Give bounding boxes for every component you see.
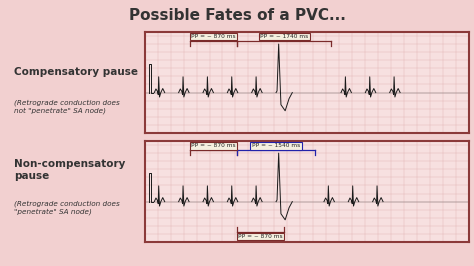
Text: (Retrograde conduction does
not "penetrate" SA node): (Retrograde conduction does not "penetra… [14, 99, 120, 114]
Text: PP = ~ 870 ms: PP = ~ 870 ms [191, 34, 236, 39]
Text: Non-compensatory
pause: Non-compensatory pause [14, 159, 126, 181]
Text: (Retrograde conduction does
"penetrate" SA node): (Retrograde conduction does "penetrate" … [14, 200, 120, 215]
Text: PP = ~ 870 ms: PP = ~ 870 ms [191, 143, 236, 148]
Text: PP = ~ 1540 ms: PP = ~ 1540 ms [252, 143, 300, 148]
Text: PP = ~ 1740 ms: PP = ~ 1740 ms [260, 34, 308, 39]
Text: Compensatory pause: Compensatory pause [14, 67, 138, 77]
Text: Possible Fates of a PVC...: Possible Fates of a PVC... [128, 8, 346, 23]
Text: PP = ~ 870 ms: PP = ~ 870 ms [238, 234, 283, 239]
